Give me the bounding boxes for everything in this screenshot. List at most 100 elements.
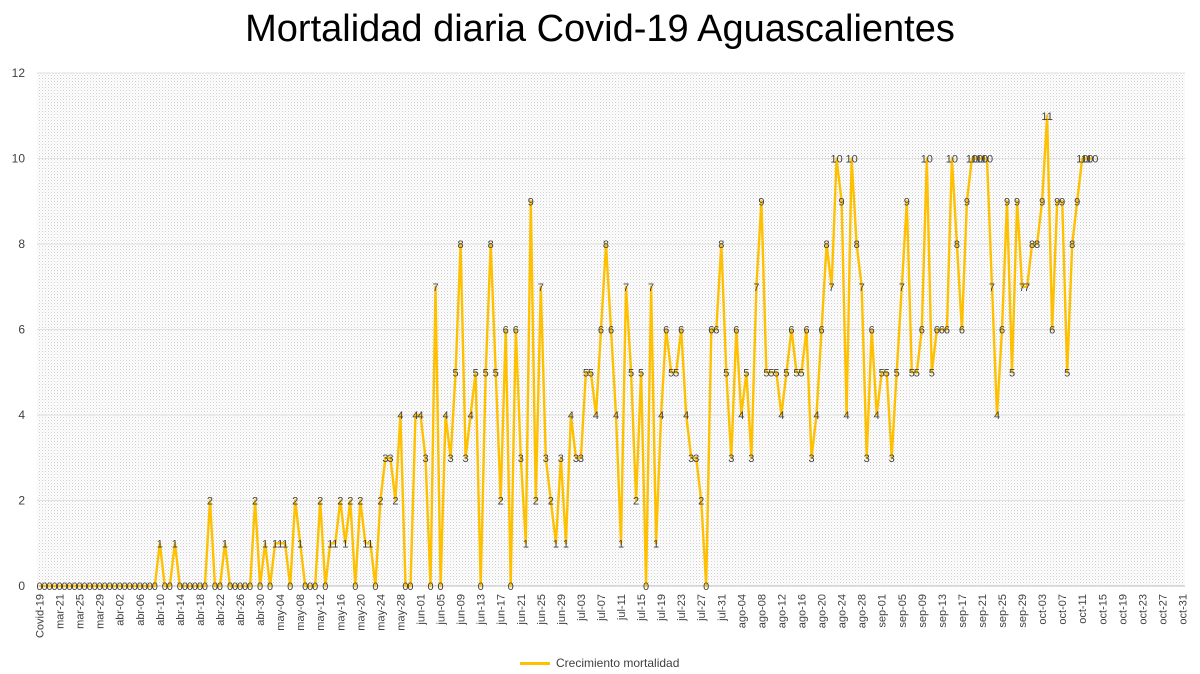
data-label: 0 xyxy=(97,581,103,593)
data-label: 4 xyxy=(874,410,880,422)
data-label: 10 xyxy=(1076,154,1088,166)
data-label: 0 xyxy=(402,581,408,593)
data-label: 1 xyxy=(297,538,303,550)
x-tick-label: jun-21 xyxy=(516,594,528,626)
data-label: 6 xyxy=(1049,325,1055,337)
data-label: 5 xyxy=(1064,367,1070,379)
data-label: 8 xyxy=(1034,239,1040,251)
data-label: 5 xyxy=(638,367,644,379)
x-tick-label: oct-03 xyxy=(1037,594,1049,625)
x-tick-label: jun-25 xyxy=(536,594,548,626)
data-label: 3 xyxy=(693,453,699,465)
data-label: 0 xyxy=(177,581,183,593)
x-tick-label: may-28 xyxy=(395,594,407,631)
data-label: 1 xyxy=(172,538,178,550)
data-label: 5 xyxy=(768,367,774,379)
data-label: 0 xyxy=(407,581,413,593)
x-tick-label: sep-01 xyxy=(877,594,889,628)
data-label: 2 xyxy=(392,496,398,508)
data-label: 7 xyxy=(538,282,544,294)
data-label: 6 xyxy=(944,325,950,337)
data-label: 9 xyxy=(964,196,970,208)
data-label: 1 xyxy=(523,538,529,550)
data-label: 3 xyxy=(387,453,393,465)
data-label: 5 xyxy=(493,367,499,379)
data-label: 6 xyxy=(869,325,875,337)
data-label: 10 xyxy=(830,154,842,166)
data-label: 1 xyxy=(342,538,348,550)
data-label: 10 xyxy=(946,154,958,166)
x-tick-label: oct-07 xyxy=(1057,594,1069,625)
data-label: 2 xyxy=(377,496,383,508)
x-tick-label: sep-21 xyxy=(977,594,989,628)
data-label: 3 xyxy=(748,453,754,465)
data-label: 8 xyxy=(824,239,830,251)
x-tick-label: ago-12 xyxy=(776,594,788,628)
x-tick-label: oct-11 xyxy=(1077,594,1089,624)
data-label: 6 xyxy=(919,325,925,337)
legend-label: Crecimiento mortalidad xyxy=(556,656,680,670)
series-line-crecimiento-mortalidad xyxy=(39,114,1093,588)
data-label: 2 xyxy=(337,496,343,508)
data-label: 0 xyxy=(77,581,83,593)
x-tick-label: may-08 xyxy=(295,594,307,631)
x-tick-label: may-24 xyxy=(375,594,387,631)
data-label: 1 xyxy=(618,538,624,550)
data-label: 0 xyxy=(82,581,88,593)
data-label: 5 xyxy=(473,367,479,379)
y-tick-label: 10 xyxy=(12,152,26,166)
y-tick-label: 12 xyxy=(12,66,26,80)
data-label: 0 xyxy=(643,581,649,593)
data-label: 2 xyxy=(498,496,504,508)
data-label: 6 xyxy=(733,325,739,337)
x-tick-label: jul-07 xyxy=(596,594,608,622)
chart-title: Mortalidad diaria Covid-19 Aguascaliente… xyxy=(245,8,955,50)
data-label: 0 xyxy=(87,581,93,593)
x-tick-label: abr-02 xyxy=(115,594,127,626)
data-label: 0 xyxy=(46,581,52,593)
x-tick-label: oct-27 xyxy=(1157,594,1169,625)
data-label: 7 xyxy=(623,282,629,294)
data-label: 6 xyxy=(803,325,809,337)
data-label: 5 xyxy=(909,367,915,379)
x-tick-label: jun-13 xyxy=(476,594,488,626)
data-label: 8 xyxy=(1029,239,1035,251)
x-tick-label: jun-29 xyxy=(556,594,568,626)
data-label: 3 xyxy=(728,453,734,465)
data-label: 10 xyxy=(1081,154,1093,166)
data-label: 1 xyxy=(282,538,288,550)
data-label: 7 xyxy=(859,282,865,294)
data-label: 0 xyxy=(427,581,433,593)
data-label: 6 xyxy=(713,325,719,337)
data-label: 0 xyxy=(212,581,218,593)
x-tick-label: jul-31 xyxy=(716,594,728,622)
data-label: 0 xyxy=(302,581,308,593)
data-label: 5 xyxy=(763,367,769,379)
x-tick-label: abr-06 xyxy=(135,594,147,626)
x-tick-label: abr-18 xyxy=(195,594,207,626)
x-tick-label: oct-31 xyxy=(1177,594,1189,625)
data-label: 6 xyxy=(513,325,519,337)
data-label: 0 xyxy=(107,581,113,593)
data-label: 8 xyxy=(603,239,609,251)
data-label: 10 xyxy=(976,154,988,166)
data-label: 3 xyxy=(864,453,870,465)
data-label: 7 xyxy=(753,282,759,294)
data-label: 3 xyxy=(573,453,579,465)
data-label: 6 xyxy=(788,325,794,337)
data-label: 0 xyxy=(372,581,378,593)
data-label: 5 xyxy=(929,367,935,379)
data-label: 0 xyxy=(182,581,188,593)
data-label: 9 xyxy=(1074,196,1080,208)
data-label: 3 xyxy=(688,453,694,465)
data-label: 10 xyxy=(1086,154,1098,166)
data-label: 8 xyxy=(718,239,724,251)
x-tick-label: jul-03 xyxy=(576,594,588,622)
data-label: 3 xyxy=(382,453,388,465)
x-tick-label: jun-05 xyxy=(436,594,448,626)
x-tick-label: sep-13 xyxy=(937,594,949,628)
data-label: 0 xyxy=(92,581,98,593)
data-label: 5 xyxy=(668,367,674,379)
x-tick-label: sep-25 xyxy=(997,594,1009,628)
x-tick-label: abr-14 xyxy=(175,594,187,626)
